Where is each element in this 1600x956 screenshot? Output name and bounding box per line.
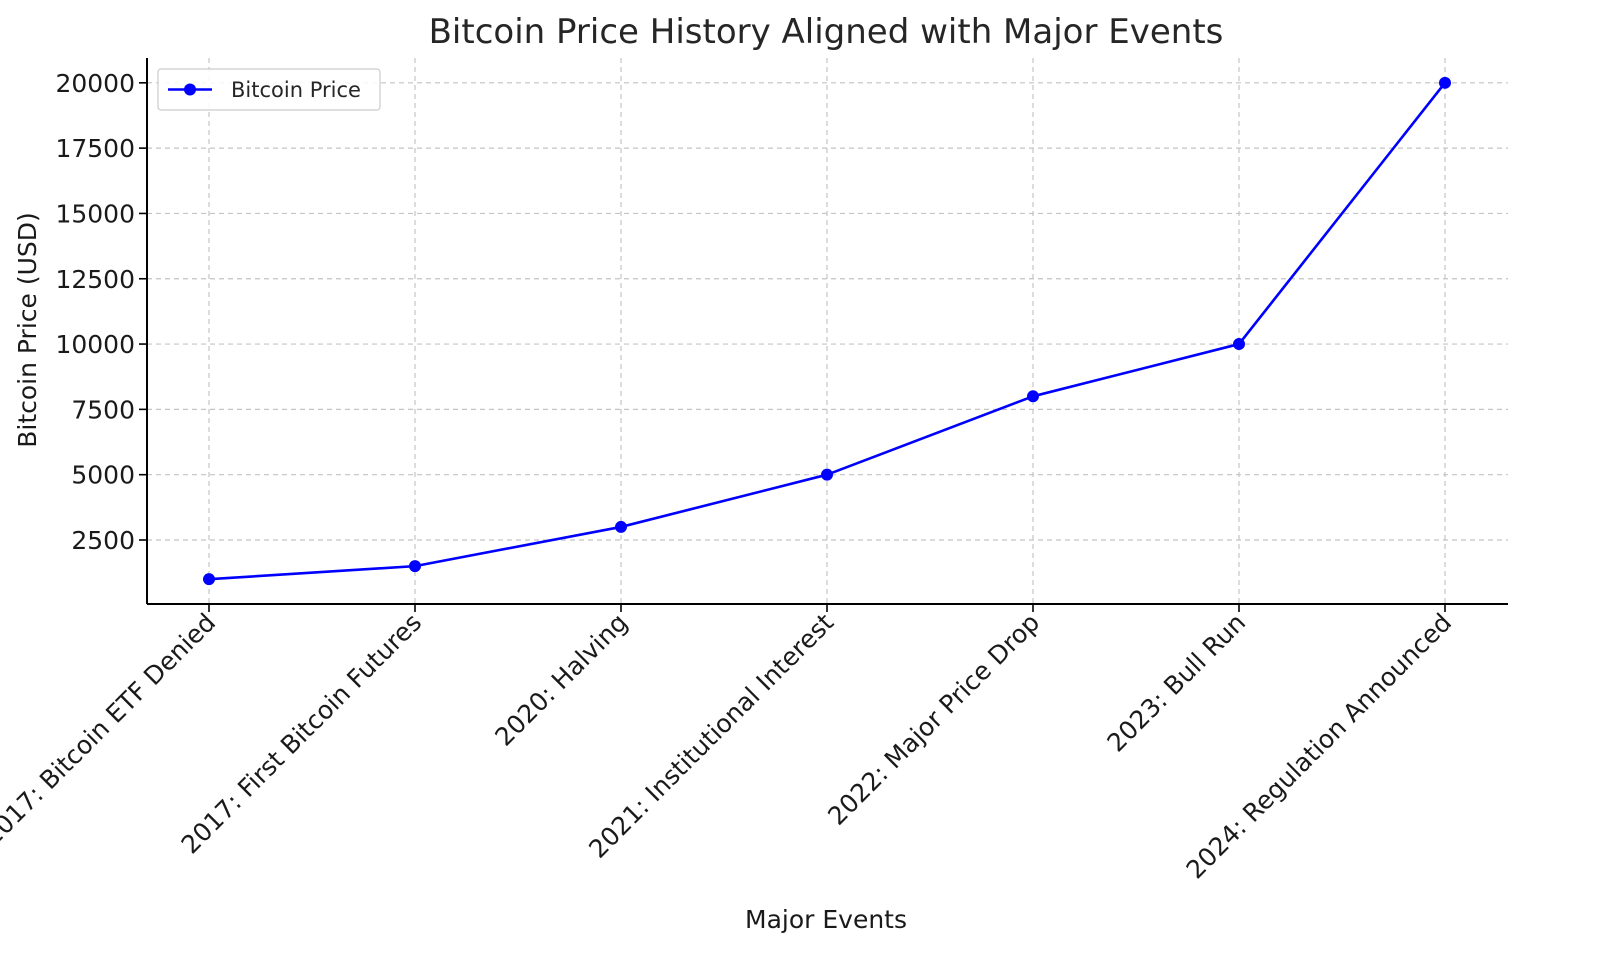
legend: Bitcoin Price (157, 68, 381, 111)
x-tick-label: 2022: Major Price Drop (822, 608, 1045, 831)
x-axis-label: Major Events (745, 905, 907, 934)
y-tick-label: 15000 (55, 199, 135, 228)
x-tick-label: 2020: Halving (489, 608, 633, 752)
data-point (821, 468, 833, 481)
data-point (409, 560, 421, 573)
y-tick-label: 10000 (55, 330, 135, 359)
legend-marker-icon (184, 83, 196, 96)
y-tick-label: 17500 (55, 134, 135, 163)
grid (147, 58, 1508, 604)
legend-box (157, 68, 381, 111)
data-point (1233, 338, 1245, 351)
x-tick-label: 2023: Bull Run (1102, 608, 1252, 758)
data-point (1439, 76, 1451, 89)
y-tick-label: 12500 (55, 265, 135, 294)
x-tick-label: 2017: Bitcoin ETF Denied (0, 608, 221, 852)
series-layer (203, 76, 1451, 586)
chart-title: Bitcoin Price History Aligned with Major… (429, 12, 1224, 52)
y-tick-label: 2500 (71, 526, 135, 555)
legend-label: Bitcoin Price (231, 78, 361, 102)
y-tick-label: 7500 (71, 395, 135, 424)
data-point (615, 520, 627, 533)
data-point (203, 573, 215, 586)
y-axis-label: Bitcoin Price (USD) (13, 212, 42, 448)
x-tick-label: 2017: First Bitcoin Futures (176, 608, 428, 860)
x-tick-label: 2021: Institutional Interest (583, 608, 839, 864)
y-tick-label: 5000 (71, 461, 135, 490)
data-point (1027, 390, 1039, 403)
y-tick-label: 20000 (55, 69, 135, 98)
